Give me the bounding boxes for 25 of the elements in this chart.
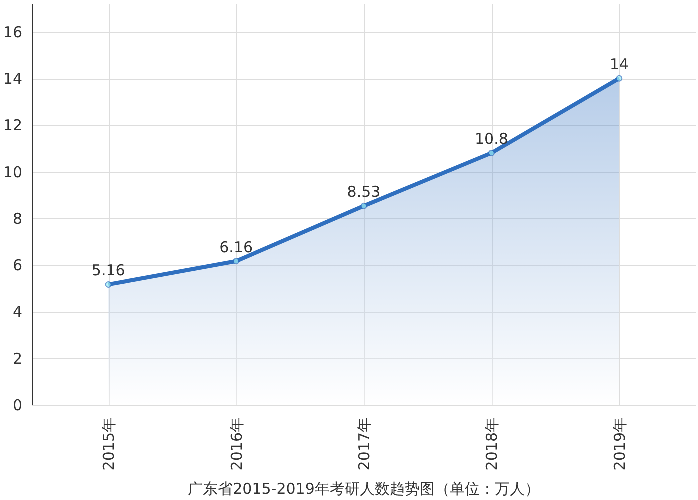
x-tick-label: 2015年 [100,418,118,471]
point [233,258,240,265]
data-label: 5.16 [92,262,126,280]
point [488,150,495,156]
y-tick-label: 4 [12,303,22,322]
y-tick-label: 0 [12,396,22,414]
data-label: 6.16 [220,238,254,256]
x-tick-label: 2016年 [228,418,246,471]
data-label: 14 [610,56,629,74]
data-label: 10.8 [474,130,508,148]
y-tick-label: 6 [12,256,22,275]
y-tick-label: 2 [12,350,22,368]
y-tick-label: 8 [12,210,22,228]
y-tick-label: 10 [3,163,22,182]
point [105,281,112,288]
point [360,202,368,210]
data-label: 8.53 [347,183,381,202]
point [616,75,623,82]
y-tick-label: 16 [3,23,22,42]
x-tick-label: 2018年 [483,418,502,471]
y-tick-label: 14 [3,70,22,88]
x-tick-label: 2019年 [610,418,629,471]
text: 广东省2015-2019年考研人数趋势图（单位：万人） [188,480,540,498]
y-tick-label: 12 [3,116,22,135]
x-tick-label: 2017年 [356,418,374,471]
